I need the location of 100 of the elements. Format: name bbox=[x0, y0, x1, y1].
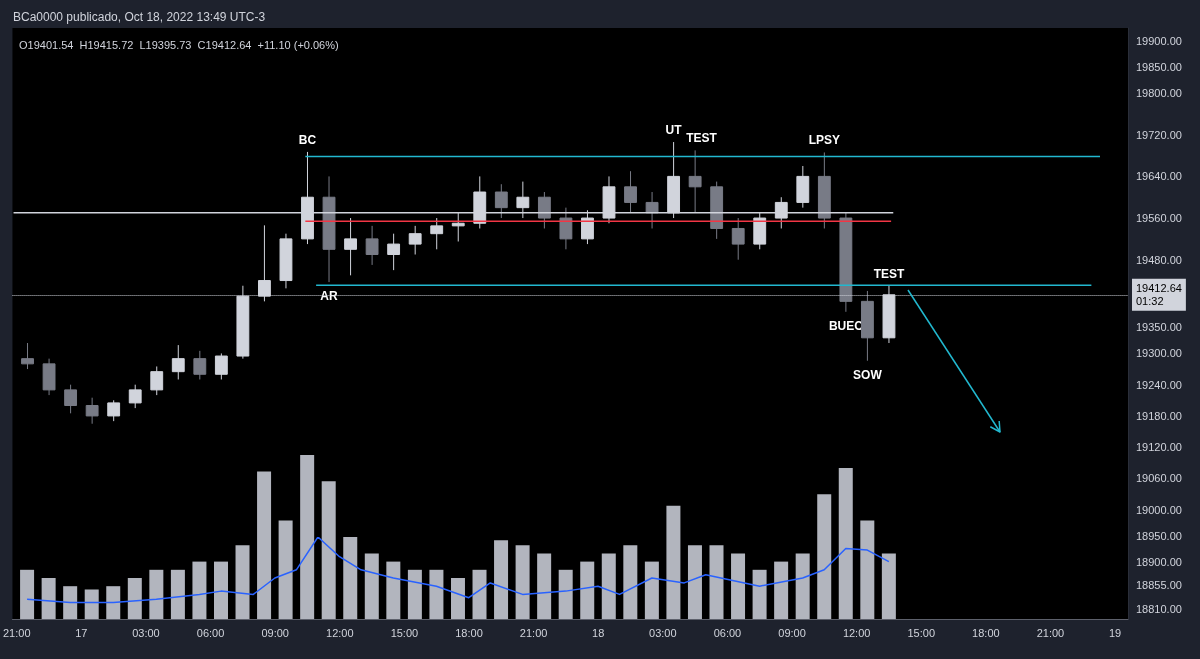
candlestick bbox=[64, 384, 78, 414]
bar bbox=[709, 545, 724, 619]
bar bbox=[386, 561, 401, 619]
x-tick-label: 15:00 bbox=[390, 626, 419, 639]
candlestick bbox=[645, 191, 659, 229]
candlestick bbox=[214, 352, 228, 380]
y-tick-label: 19900.00 bbox=[1136, 35, 1182, 48]
bar bbox=[601, 553, 616, 619]
annotation: LPSY bbox=[808, 133, 841, 148]
x-tick-label: 19 bbox=[1108, 626, 1122, 639]
x-tick-label: 17 bbox=[75, 626, 88, 639]
bar bbox=[235, 545, 250, 619]
y-tick-label: 19300.00 bbox=[1136, 347, 1182, 360]
bar bbox=[170, 569, 185, 619]
bar bbox=[860, 520, 875, 619]
annotation: SOW bbox=[853, 367, 883, 382]
bar bbox=[257, 471, 272, 619]
candlestick bbox=[408, 225, 422, 256]
bar bbox=[127, 578, 142, 619]
bar bbox=[558, 569, 573, 619]
candlestick bbox=[171, 344, 185, 380]
annotation: AR bbox=[320, 289, 339, 304]
bar bbox=[84, 589, 99, 619]
bar bbox=[20, 569, 35, 619]
y-tick-label: 19560.00 bbox=[1136, 212, 1182, 225]
ref-line-label: 19412.64 01:32 bbox=[1136, 282, 1182, 308]
bar bbox=[774, 561, 789, 619]
bar bbox=[537, 553, 552, 619]
bar bbox=[149, 569, 164, 619]
bar bbox=[429, 569, 444, 619]
candlestick bbox=[559, 207, 573, 250]
x-tick-label: 06:00 bbox=[196, 626, 225, 639]
x-tick-label: 09:00 bbox=[778, 626, 806, 639]
y-tick-label: 19720.00 bbox=[1136, 128, 1182, 141]
bar bbox=[731, 553, 746, 619]
bar bbox=[450, 578, 465, 619]
y-tick-label: 19120.00 bbox=[1136, 441, 1182, 454]
bar bbox=[213, 561, 228, 619]
candlestick bbox=[344, 217, 357, 276]
bar bbox=[63, 586, 78, 619]
y-tick-label: 19640.00 bbox=[1136, 170, 1182, 183]
annotation: TEST bbox=[686, 131, 718, 146]
y-tick-label: 18855.00 bbox=[1136, 579, 1182, 592]
candlestick bbox=[430, 217, 444, 250]
y-tick-label: 19850.00 bbox=[1136, 61, 1182, 74]
bar bbox=[321, 481, 336, 619]
bar bbox=[278, 520, 293, 619]
candlestick bbox=[731, 217, 745, 261]
bar bbox=[364, 553, 379, 619]
x-tick-label: 21:00 bbox=[1036, 626, 1065, 639]
x-tick-label: 21:00 bbox=[519, 626, 548, 639]
y-tick-label: 19000.00 bbox=[1136, 503, 1182, 516]
candlestick bbox=[85, 397, 99, 425]
annotation: BC bbox=[298, 132, 317, 147]
y-tick-label: 19180.00 bbox=[1136, 409, 1182, 422]
candlestick bbox=[688, 149, 702, 214]
y-tick-label: 19350.00 bbox=[1136, 321, 1182, 334]
y-tick-label: 18810.00 bbox=[1136, 602, 1182, 615]
candlestick bbox=[150, 365, 164, 396]
bar bbox=[666, 505, 681, 619]
candlestick bbox=[193, 350, 207, 380]
y-tick-label: 19800.00 bbox=[1136, 87, 1182, 100]
y-tick-label: 19480.00 bbox=[1136, 253, 1182, 266]
x-tick-label: 03:00 bbox=[132, 626, 160, 639]
candlestick bbox=[128, 384, 142, 409]
bar bbox=[795, 553, 810, 619]
x-tick-label: 18:00 bbox=[972, 626, 1000, 639]
bar bbox=[300, 455, 315, 619]
bar bbox=[580, 561, 595, 619]
y-tick-label: 19060.00 bbox=[1136, 472, 1182, 485]
x-tick-label: 21:00 bbox=[3, 626, 31, 639]
bar bbox=[881, 553, 896, 619]
bar bbox=[192, 561, 207, 619]
candlestick bbox=[365, 225, 379, 266]
x-tick-label: 09:00 bbox=[261, 626, 289, 639]
chart-title: BCa0000 publicado, Oct 18, 2022 13:49 UTC-3 bbox=[13, 10, 266, 24]
bar bbox=[838, 468, 853, 619]
bar bbox=[407, 569, 422, 619]
annotation: BUEC bbox=[828, 318, 864, 333]
bar bbox=[515, 545, 530, 619]
annotation: UT bbox=[665, 123, 683, 138]
x-tick-label: 18:00 bbox=[455, 626, 483, 639]
bar bbox=[494, 540, 509, 619]
bar bbox=[817, 494, 832, 619]
bar bbox=[106, 586, 121, 619]
candlestick bbox=[387, 233, 401, 271]
x-tick-label: 03:00 bbox=[649, 626, 677, 639]
candlestick bbox=[107, 399, 121, 422]
text: O19401.54 H19415.72 L19395.73 C19412.64 +11.10 (+0.06%) bbox=[19, 38, 339, 51]
candlestick bbox=[21, 342, 34, 370]
bar bbox=[472, 569, 487, 619]
x-tick-label: 12:00 bbox=[326, 626, 354, 639]
y-tick-label: 19240.00 bbox=[1136, 378, 1182, 391]
bar bbox=[41, 578, 56, 619]
bar bbox=[343, 537, 358, 619]
candlestick bbox=[494, 183, 508, 219]
y-tick-label: 18950.00 bbox=[1136, 529, 1182, 542]
bar bbox=[687, 545, 702, 619]
bar bbox=[623, 545, 638, 619]
x-tick-label: 12:00 bbox=[842, 626, 871, 639]
